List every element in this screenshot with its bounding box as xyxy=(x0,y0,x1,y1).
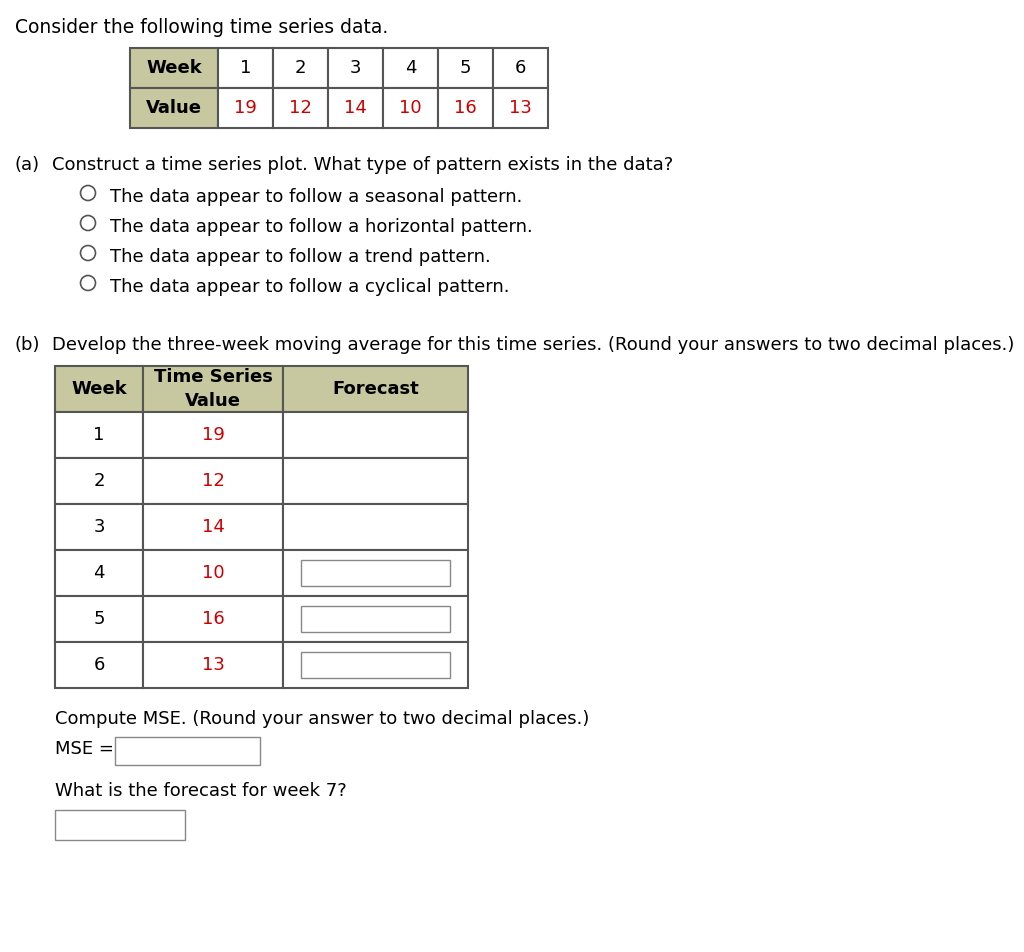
Bar xyxy=(283,596,468,642)
Bar xyxy=(143,642,283,688)
Text: What is the forecast for week 7?: What is the forecast for week 7? xyxy=(55,782,347,800)
Text: 13: 13 xyxy=(509,99,531,117)
Text: The data appear to follow a trend pattern.: The data appear to follow a trend patter… xyxy=(110,248,490,266)
Text: 13: 13 xyxy=(202,656,224,674)
Bar xyxy=(218,88,273,128)
Text: Forecast: Forecast xyxy=(332,380,419,398)
Bar xyxy=(55,596,143,642)
Text: 19: 19 xyxy=(202,426,224,444)
Bar xyxy=(283,458,468,504)
Bar xyxy=(383,48,438,88)
Text: 12: 12 xyxy=(202,472,224,490)
Bar xyxy=(55,550,143,596)
Text: 3: 3 xyxy=(350,59,361,77)
Bar xyxy=(283,642,468,688)
Text: 16: 16 xyxy=(454,99,477,117)
Bar xyxy=(55,642,143,688)
Bar xyxy=(283,412,468,458)
Bar xyxy=(438,48,493,88)
Bar xyxy=(283,550,468,596)
Bar xyxy=(55,412,143,458)
Text: Time Series
Value: Time Series Value xyxy=(154,368,272,409)
Bar xyxy=(55,504,143,550)
Text: 1: 1 xyxy=(93,426,104,444)
Bar xyxy=(328,48,383,88)
Text: The data appear to follow a seasonal pattern.: The data appear to follow a seasonal pat… xyxy=(110,188,522,206)
Bar xyxy=(273,48,328,88)
Bar xyxy=(55,458,143,504)
Bar xyxy=(383,88,438,128)
Text: The data appear to follow a cyclical pattern.: The data appear to follow a cyclical pat… xyxy=(110,278,510,296)
Bar xyxy=(273,88,328,128)
Bar xyxy=(301,652,450,678)
Bar xyxy=(143,366,283,412)
Bar xyxy=(283,366,468,412)
Text: 16: 16 xyxy=(202,610,224,628)
Bar xyxy=(301,560,450,586)
Text: (a): (a) xyxy=(15,156,40,174)
Bar xyxy=(130,88,218,128)
Text: 1: 1 xyxy=(240,59,251,77)
Bar xyxy=(328,88,383,128)
Bar xyxy=(283,504,468,550)
Text: 5: 5 xyxy=(93,610,104,628)
Bar xyxy=(55,366,143,412)
Text: Construct a time series plot. What type of pattern exists in the data?: Construct a time series plot. What type … xyxy=(52,156,673,174)
Bar xyxy=(143,550,283,596)
Bar xyxy=(218,48,273,88)
Text: 2: 2 xyxy=(295,59,306,77)
Text: Value: Value xyxy=(146,99,202,117)
Text: 19: 19 xyxy=(234,99,257,117)
Bar xyxy=(493,48,548,88)
Text: Compute MSE. (Round your answer to two decimal places.): Compute MSE. (Round your answer to two d… xyxy=(55,710,590,728)
Bar xyxy=(301,606,450,632)
Text: The data appear to follow a horizontal pattern.: The data appear to follow a horizontal p… xyxy=(110,218,532,236)
Text: Week: Week xyxy=(71,380,127,398)
Text: 3: 3 xyxy=(93,518,104,536)
Bar xyxy=(55,810,185,840)
Bar xyxy=(438,88,493,128)
Bar xyxy=(115,737,260,765)
Bar xyxy=(493,88,548,128)
Text: (b): (b) xyxy=(15,336,41,354)
Bar xyxy=(143,596,283,642)
Bar xyxy=(143,504,283,550)
Text: 6: 6 xyxy=(515,59,526,77)
Bar xyxy=(143,458,283,504)
Text: Develop the three-week moving average for this time series. (Round your answers : Develop the three-week moving average fo… xyxy=(52,336,1015,354)
Text: 4: 4 xyxy=(404,59,416,77)
Text: 5: 5 xyxy=(460,59,471,77)
Text: 10: 10 xyxy=(399,99,422,117)
Text: 10: 10 xyxy=(202,564,224,582)
Bar xyxy=(143,412,283,458)
Text: 2: 2 xyxy=(93,472,104,490)
Bar xyxy=(130,48,218,88)
Text: 14: 14 xyxy=(202,518,224,536)
Text: Consider the following time series data.: Consider the following time series data. xyxy=(15,18,388,37)
Text: 4: 4 xyxy=(93,564,104,582)
Text: MSE =: MSE = xyxy=(55,740,114,758)
Text: 12: 12 xyxy=(289,99,312,117)
Text: Week: Week xyxy=(146,59,202,77)
Text: 6: 6 xyxy=(93,656,104,674)
Text: 14: 14 xyxy=(344,99,367,117)
